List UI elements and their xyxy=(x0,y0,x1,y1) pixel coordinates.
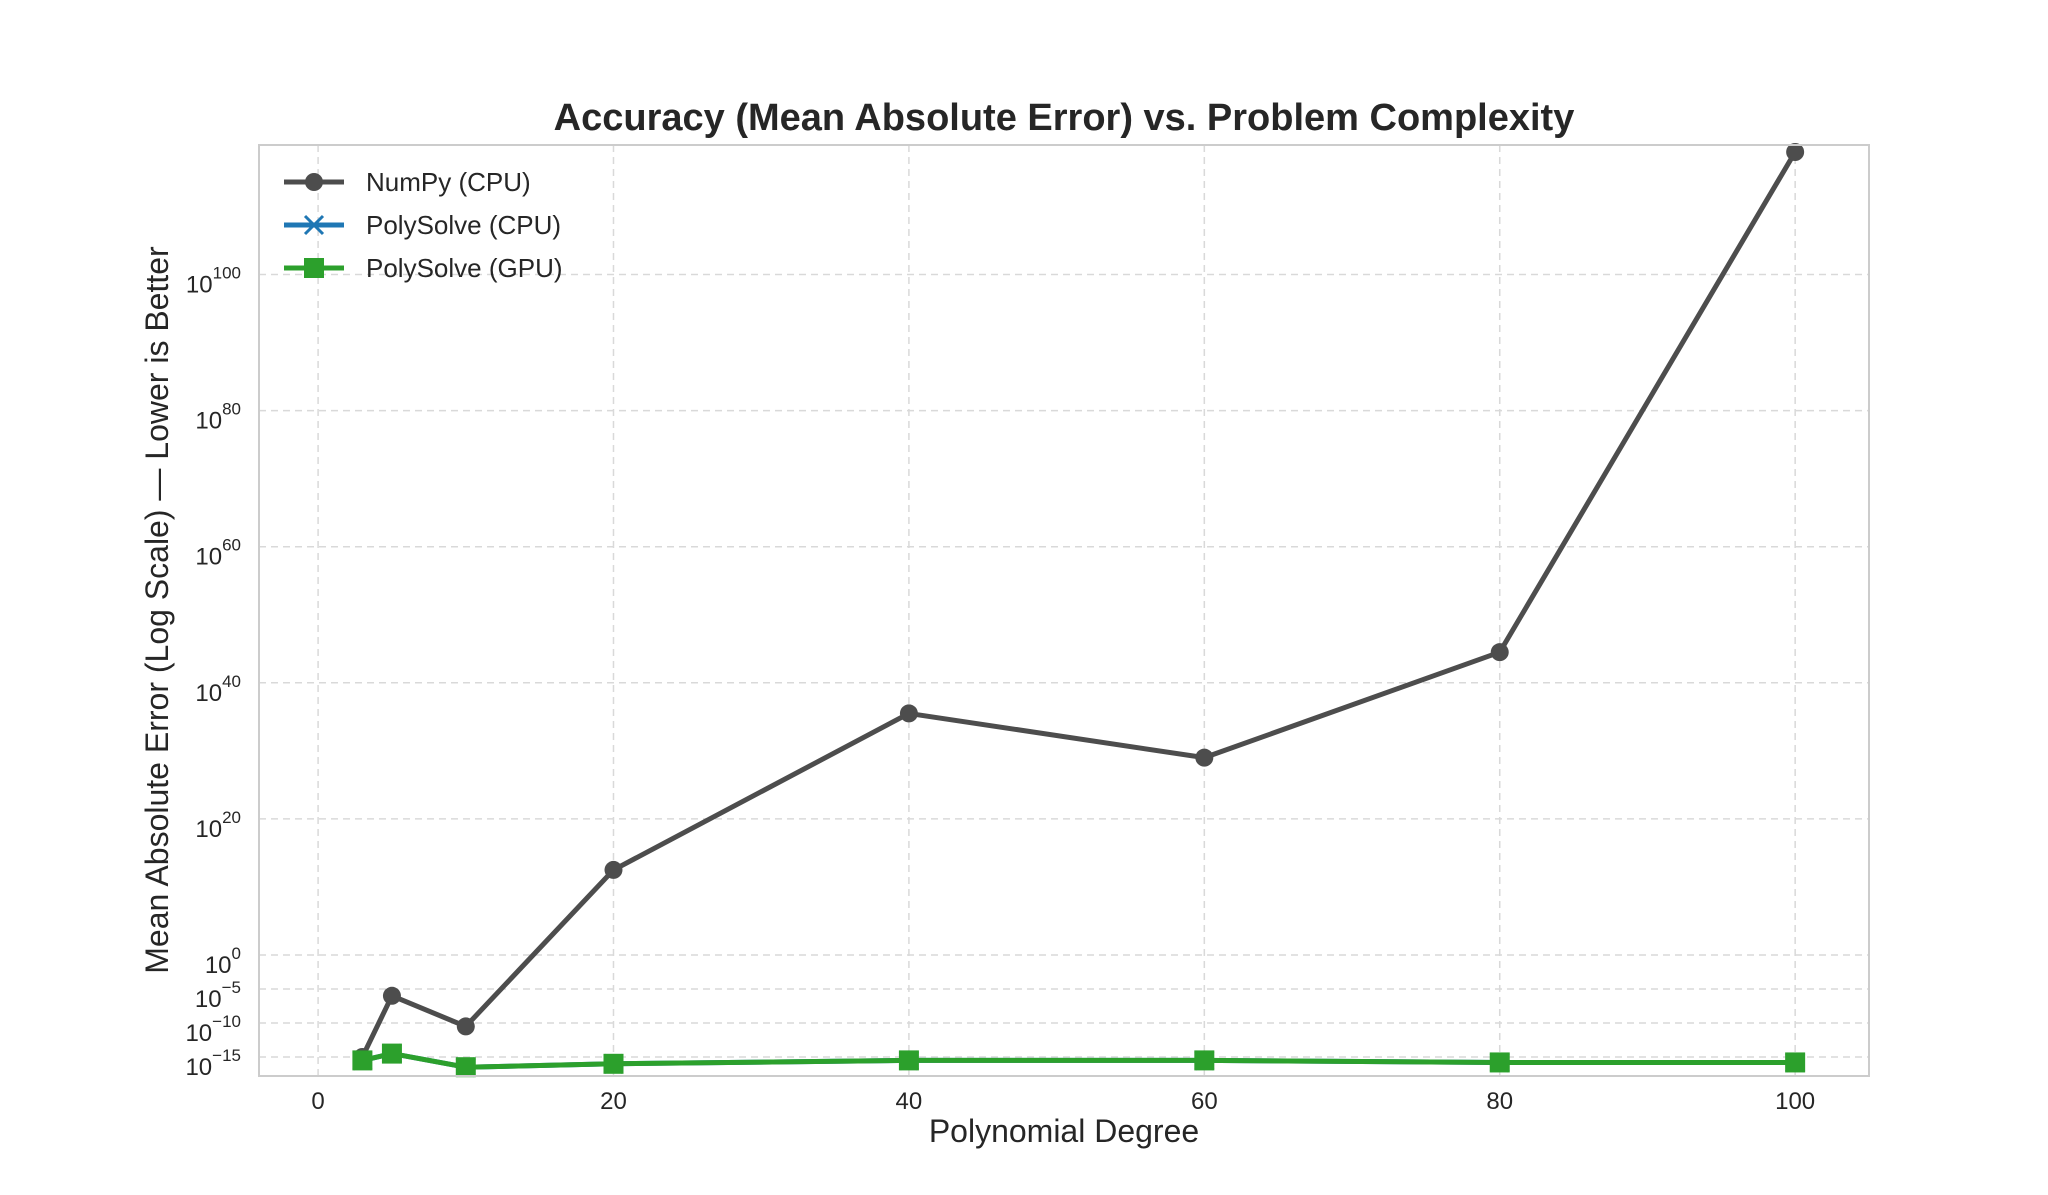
data-point xyxy=(382,986,401,1005)
legend-entry: PolySolve (GPU) xyxy=(284,253,563,283)
grid xyxy=(259,145,1869,1076)
x-tick-label: 80 xyxy=(1486,1088,1513,1115)
data-point xyxy=(455,1057,476,1078)
y-tick-label: 10−15 xyxy=(185,1046,241,1081)
legend-label: PolySolve (CPU) xyxy=(366,210,561,240)
data-point xyxy=(352,1050,373,1071)
data-point xyxy=(303,214,325,236)
data-point xyxy=(604,860,623,879)
data-point xyxy=(899,704,918,723)
plot-frame xyxy=(258,144,1870,1077)
y-tick-label: 10100 xyxy=(186,263,241,298)
x-tick-label: 0 xyxy=(311,1088,324,1115)
y-tick-label: 10−10 xyxy=(185,1012,241,1047)
legend: NumPy (CPU) PolySolve (CPU) PolySolve (GPU… xyxy=(284,167,563,283)
legend-entry: PolySolve (CPU) xyxy=(284,210,561,240)
y-axis-label: Mean Absolute Error (Log Scale) — Lower … xyxy=(139,246,175,974)
data-point xyxy=(898,1050,919,1071)
data-point xyxy=(1490,643,1509,662)
data-point xyxy=(381,1043,402,1064)
y-tick-label: 1060 xyxy=(195,536,241,571)
series-polysolve-gpu- xyxy=(352,1043,1806,1078)
y-tick-label: 100 xyxy=(205,944,241,979)
data-point xyxy=(304,258,324,278)
data-point xyxy=(305,173,323,191)
y-tick-label: 1080 xyxy=(195,400,241,435)
data-point xyxy=(1194,1050,1215,1071)
data-point xyxy=(456,1017,475,1036)
data-point xyxy=(1195,748,1214,767)
x-axis-label: Polynomial Degree xyxy=(929,1113,1199,1149)
x-axis-ticks: 0 20 40 60 80 100 xyxy=(311,1088,1815,1115)
x-tick-label: 100 xyxy=(1775,1088,1815,1115)
data-point xyxy=(1786,143,1805,161)
data-point xyxy=(1785,1052,1806,1073)
legend-label: NumPy (CPU) xyxy=(366,167,531,197)
x-tick-label: 20 xyxy=(600,1088,627,1115)
series-line xyxy=(360,150,1798,1059)
series-numpy-cpu- xyxy=(353,143,1805,1066)
chart-title: Accuracy (Mean Absolute Error) vs. Probl… xyxy=(554,97,1575,139)
y-tick-label: 1020 xyxy=(195,808,241,843)
series-line xyxy=(361,1051,1796,1070)
x-tick-label: 60 xyxy=(1191,1088,1218,1115)
data-point xyxy=(603,1053,624,1074)
x-tick-label: 40 xyxy=(896,1088,923,1115)
y-tick-label: 1040 xyxy=(195,672,241,707)
legend-entry: NumPy (CPU) xyxy=(284,167,531,197)
data-point xyxy=(1489,1052,1510,1073)
plot-area xyxy=(352,143,1806,1078)
y-tick-label: 10−5 xyxy=(195,978,241,1013)
legend-label: PolySolve (GPU) xyxy=(366,253,563,283)
